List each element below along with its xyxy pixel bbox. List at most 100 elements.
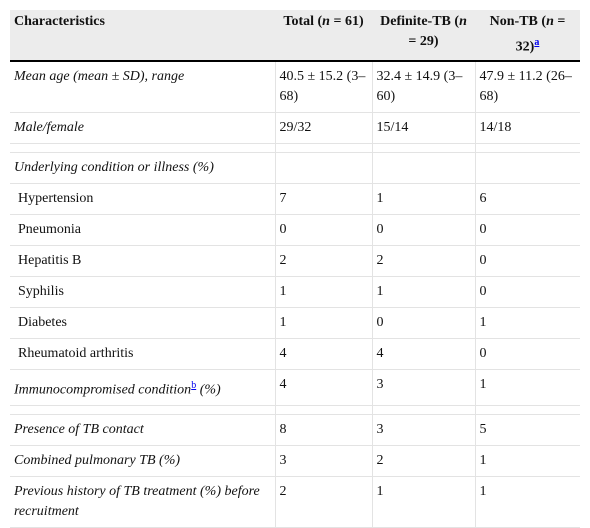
value-cell: 0	[475, 245, 580, 277]
label-text: Previous history of TB treatment (%) bef…	[14, 484, 260, 520]
table-row: Presence of TB contact 8 3 5	[10, 414, 580, 447]
row-label: Rheumatoid arthritis	[10, 338, 276, 370]
row-label: Syphilis	[10, 276, 276, 308]
row-label: Hypertension	[10, 183, 276, 215]
cell-value: 1	[279, 314, 287, 330]
cell-value: 0	[479, 345, 487, 361]
header-text: Characteristics	[14, 14, 105, 29]
table-row: Pneumonia 0 0 0	[10, 214, 580, 246]
value-cell: 3	[372, 414, 476, 447]
table-row: Hepatitis B 2 2 0	[10, 245, 580, 277]
value-cell: 1	[275, 276, 373, 308]
label-text: Male/female	[14, 119, 84, 135]
column-header: Definite-TB (n = 29)	[372, 10, 475, 62]
value-cell: 47.9 ± 11.2 (26–68)	[475, 60, 580, 113]
header-row: Characteristics Total (n = 61) Definite-TB…	[10, 10, 580, 62]
value-cell: 0	[372, 214, 476, 246]
table-body: Mean age (mean ± SD), range 40.5 ± 15.2 (…	[10, 60, 580, 528]
table-row: Underlying condition or illness (%)	[10, 152, 580, 184]
header-text: n	[459, 14, 467, 29]
spacer-cell	[10, 143, 276, 153]
cell-value: 4	[376, 345, 384, 361]
table-row: Combined pulmonary TB (%) 3 2 1	[10, 445, 580, 478]
value-cell: 3	[372, 369, 476, 407]
label-text: Underlying condition or illness (%)	[14, 159, 214, 175]
cell-value: 0	[376, 314, 384, 330]
header-text: Definite-TB (	[380, 14, 460, 29]
table-row: Diabetes 1 0 1	[10, 307, 580, 339]
label-text: Hypertension	[18, 190, 94, 206]
value-cell: 4	[275, 338, 373, 370]
header-text: = 29)	[408, 34, 439, 49]
label-text: (%)	[196, 382, 221, 398]
header-text: n	[322, 14, 330, 29]
value-cell: 2	[275, 476, 373, 528]
spacer-cell	[475, 405, 580, 416]
value-cell: 1	[275, 307, 373, 339]
value-cell: 1	[372, 276, 476, 308]
label-text: Diabetes	[18, 314, 67, 330]
value-cell: 4	[372, 338, 476, 370]
cell-value: 6	[479, 190, 487, 206]
row-label: Previous history of TB treatment (%) bef…	[10, 476, 276, 528]
spacer-row	[10, 143, 580, 153]
cell-value: 1	[376, 484, 384, 500]
label-text: Syphilis	[18, 283, 64, 299]
cell-value: 0	[479, 221, 487, 237]
header-text: Non-TB (	[489, 14, 547, 29]
header-text: n	[546, 14, 554, 29]
spacer-cell	[475, 143, 580, 153]
spacer-cell	[10, 405, 276, 416]
value-cell: 2	[372, 445, 476, 478]
value-cell	[475, 152, 580, 184]
row-label: Hepatitis B	[10, 245, 276, 277]
header-text: Total (	[283, 14, 323, 29]
table-row: Syphilis 1 1 0	[10, 276, 580, 308]
row-label: Presence of TB contact	[10, 414, 276, 447]
column-header: Characteristics	[10, 10, 275, 62]
cell-value: 47.9 ± 11.2 (26–68)	[479, 68, 572, 104]
cell-value: 2	[376, 252, 384, 268]
value-cell: 5	[475, 414, 580, 447]
footnote-link[interactable]: b	[191, 379, 197, 391]
label-text: Mean age (mean ± SD), range	[14, 68, 185, 84]
cell-value: 1	[479, 314, 487, 330]
cell-value: 1	[479, 453, 487, 469]
row-label: Pneumonia	[10, 214, 276, 246]
value-cell: 2	[372, 245, 476, 277]
row-label: Male/female	[10, 112, 276, 144]
value-cell: 2	[275, 245, 373, 277]
value-cell: 29/32	[275, 112, 373, 144]
cell-value: 5	[479, 422, 487, 438]
cell-value: 40.5 ± 15.2 (3–68)	[279, 68, 366, 104]
column-header: Non-TB (n = 32)a	[475, 10, 580, 62]
cell-value: 0	[376, 221, 384, 237]
value-cell: 1	[372, 476, 476, 528]
value-cell: 7	[275, 183, 373, 215]
value-cell: 0	[475, 214, 580, 246]
cell-value: 0	[279, 221, 287, 237]
label-text: Pneumonia	[18, 221, 81, 237]
table-row: Mean age (mean ± SD), range 40.5 ± 15.2 (…	[10, 60, 580, 113]
footnote-link[interactable]: a	[534, 37, 540, 48]
characteristics-table: Characteristics Total (n = 61) Definite-TB…	[10, 10, 580, 528]
cell-value: 4	[279, 345, 287, 361]
row-label: Combined pulmonary TB (%)	[10, 445, 276, 478]
spacer-cell	[275, 143, 373, 153]
spacer-row	[10, 405, 580, 416]
cell-value: 3	[279, 453, 287, 469]
cell-value: 3	[376, 376, 384, 392]
table-row: Previous history of TB treatment (%) bef…	[10, 476, 580, 528]
cell-value: 2	[376, 453, 384, 469]
cell-value: 2	[279, 252, 287, 268]
spacer-cell	[275, 405, 373, 416]
table-row: Immunocompromised conditionb (%) 4 3 1	[10, 369, 580, 407]
value-cell: 0	[475, 338, 580, 370]
label-text: Immunocompromised condition	[14, 382, 192, 398]
header-text: = 32)	[515, 14, 566, 55]
cell-value: 8	[279, 422, 287, 438]
column-header: Total (n = 61)	[275, 10, 372, 62]
value-cell: 1	[475, 369, 580, 407]
value-cell: 4	[275, 369, 373, 407]
